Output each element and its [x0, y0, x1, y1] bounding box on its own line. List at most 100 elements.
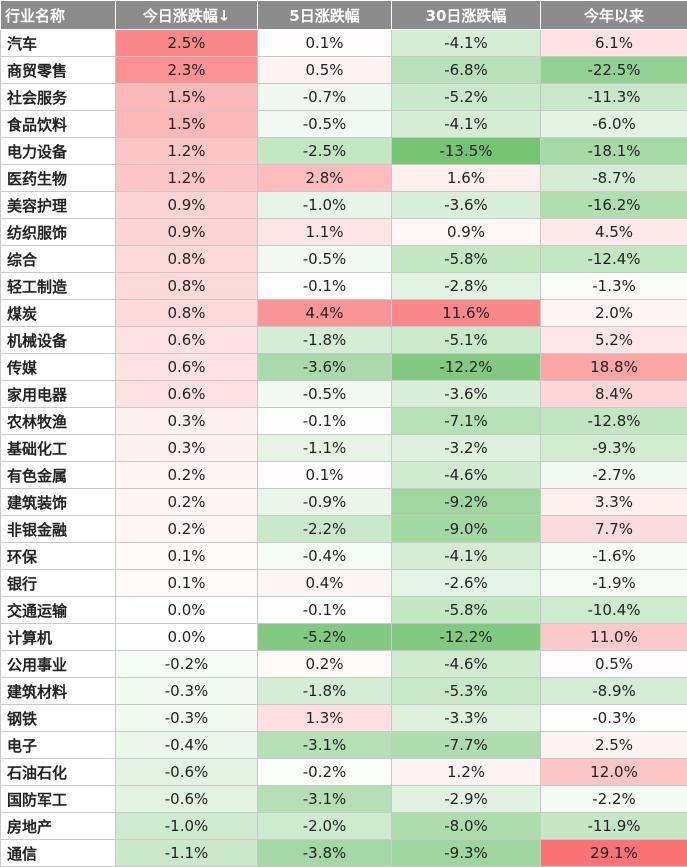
header-5day-change[interactable]: 5日涨跌幅 [258, 1, 392, 30]
ytd-change-cell: 5.2% [541, 327, 687, 354]
industry-name-cell: 有色金属 [1, 462, 116, 489]
today-change-cell: -0.3% [116, 678, 258, 705]
30day-change-cell: -5.2% [392, 84, 541, 111]
table-row[interactable]: 国防军工-0.6%-3.1%-2.9%-2.2% [1, 786, 687, 813]
today-change-cell: 0.2% [116, 516, 258, 543]
today-change-cell: 2.5% [116, 30, 258, 57]
table-row[interactable]: 石油石化-0.6%-0.2%1.2%12.0% [1, 759, 687, 786]
5day-change-cell: -0.7% [258, 84, 392, 111]
30day-change-cell: -9.2% [392, 489, 541, 516]
5day-change-cell: 0.4% [258, 570, 392, 597]
5day-change-cell: -0.5% [258, 111, 392, 138]
30day-change-cell: 11.6% [392, 300, 541, 327]
industry-name-cell: 机械设备 [1, 327, 116, 354]
30day-change-cell: 0.9% [392, 219, 541, 246]
today-change-cell: 0.0% [116, 624, 258, 651]
industry-name-cell: 轻工制造 [1, 273, 116, 300]
header-today-change[interactable]: 今日涨跌幅↓ [116, 1, 258, 30]
table-row[interactable]: 通信-1.1%-3.8%-9.3%29.1% [1, 840, 687, 867]
ytd-change-cell: 4.5% [541, 219, 687, 246]
ytd-change-cell: 0.5% [541, 651, 687, 678]
header-30day-change[interactable]: 30日涨跌幅 [392, 1, 541, 30]
5day-change-cell: -0.9% [258, 489, 392, 516]
today-change-cell: 0.2% [116, 489, 258, 516]
ytd-change-cell: -1.3% [541, 273, 687, 300]
ytd-change-cell: 2.5% [541, 732, 687, 759]
table-row[interactable]: 公用事业-0.2%0.2%-4.6%0.5% [1, 651, 687, 678]
today-change-cell: -1.1% [116, 840, 258, 867]
today-change-cell: 0.2% [116, 462, 258, 489]
ytd-change-cell: -0.3% [541, 705, 687, 732]
industry-name-cell: 食品饮料 [1, 111, 116, 138]
header-ytd-change[interactable]: 今年以来 [541, 1, 687, 30]
industry-name-cell: 电力设备 [1, 138, 116, 165]
table-row[interactable]: 房地产-1.0%-2.0%-8.0%-11.9% [1, 813, 687, 840]
5day-change-cell: -0.2% [258, 759, 392, 786]
30day-change-cell: -3.6% [392, 381, 541, 408]
industry-name-cell: 建筑装饰 [1, 489, 116, 516]
ytd-change-cell: -11.3% [541, 84, 687, 111]
industry-name-cell: 美容护理 [1, 192, 116, 219]
industry-name-cell: 基础化工 [1, 435, 116, 462]
5day-change-cell: 1.3% [258, 705, 392, 732]
table-row[interactable]: 钢铁-0.3%1.3%-3.3%-0.3% [1, 705, 687, 732]
today-change-cell: 0.8% [116, 300, 258, 327]
30day-change-cell: -5.3% [392, 678, 541, 705]
ytd-change-cell: -10.4% [541, 597, 687, 624]
today-change-cell: 1.5% [116, 84, 258, 111]
today-change-cell: 0.8% [116, 246, 258, 273]
ytd-change-cell: -22.5% [541, 57, 687, 84]
30day-change-cell: -13.5% [392, 138, 541, 165]
5day-change-cell: -1.8% [258, 327, 392, 354]
today-change-cell: 0.6% [116, 327, 258, 354]
5day-change-cell: -3.1% [258, 732, 392, 759]
table-row[interactable]: 电子-0.4%-3.1%-7.7%2.5% [1, 732, 687, 759]
ytd-change-cell: 18.8% [541, 354, 687, 381]
today-change-cell: 0.0% [116, 597, 258, 624]
30day-change-cell: -5.8% [392, 246, 541, 273]
industry-name-cell: 国防军工 [1, 786, 116, 813]
5day-change-cell: -0.1% [258, 597, 392, 624]
30day-change-cell: -5.8% [392, 597, 541, 624]
today-change-cell: 0.9% [116, 192, 258, 219]
table-row[interactable]: 建筑材料-0.3%-1.8%-5.3%-8.9% [1, 678, 687, 705]
5day-change-cell: 0.5% [258, 57, 392, 84]
5day-change-cell: 0.1% [258, 462, 392, 489]
ytd-change-cell: 7.7% [541, 516, 687, 543]
ytd-change-cell: 12.0% [541, 759, 687, 786]
today-change-cell: 1.2% [116, 165, 258, 192]
ytd-change-cell: -1.6% [541, 543, 687, 570]
5day-change-cell: 4.4% [258, 300, 392, 327]
today-change-cell: 0.6% [116, 381, 258, 408]
today-change-cell: 1.5% [116, 111, 258, 138]
industry-name-cell: 传媒 [1, 354, 116, 381]
ytd-change-cell: -2.7% [541, 462, 687, 489]
industry-name-cell: 农林牧渔 [1, 408, 116, 435]
30day-change-cell: 1.6% [392, 165, 541, 192]
header-industry-name[interactable]: 行业名称 [1, 1, 116, 30]
industry-name-cell: 煤炭 [1, 300, 116, 327]
